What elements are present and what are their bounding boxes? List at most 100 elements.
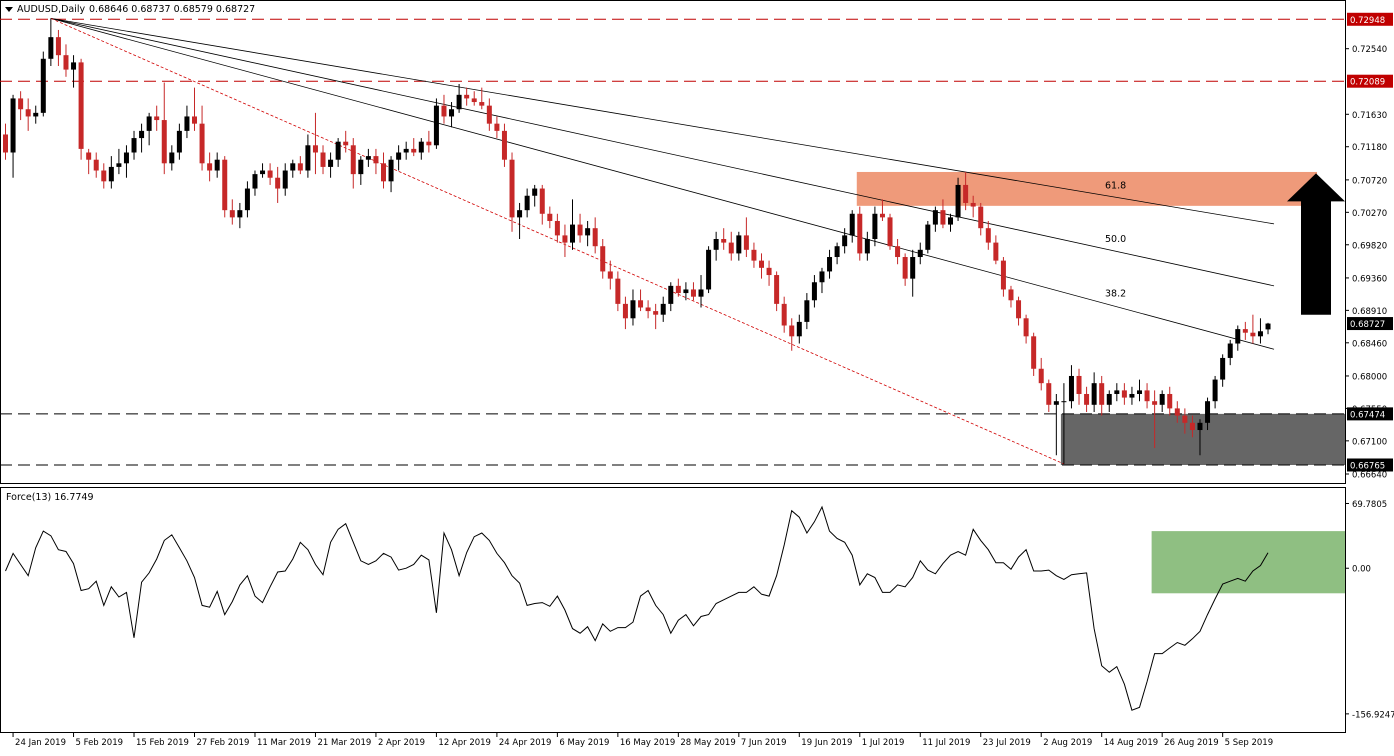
date-tick-label: 14 Aug 2019 bbox=[1104, 738, 1158, 748]
candle bbox=[48, 18, 54, 66]
candle-body bbox=[207, 163, 213, 171]
date-tick-label: 23 Jul 2019 bbox=[983, 738, 1031, 748]
candle-body bbox=[426, 141, 432, 146]
candle bbox=[320, 145, 326, 175]
force-line bbox=[5, 505, 1269, 711]
price-tick-label: 0.71180 bbox=[1352, 143, 1387, 153]
candle bbox=[668, 282, 674, 312]
date-tick-label: 12 Apr 2019 bbox=[438, 738, 491, 748]
candle bbox=[1265, 322, 1271, 335]
candle bbox=[328, 152, 334, 178]
candle-body bbox=[350, 145, 356, 175]
candle-body bbox=[1257, 331, 1263, 337]
candle bbox=[63, 44, 69, 77]
candle-body bbox=[40, 58, 46, 113]
price-tick-label: 0.71630 bbox=[1352, 111, 1387, 121]
candle-body bbox=[55, 37, 61, 56]
candle bbox=[985, 220, 991, 250]
candle-body bbox=[116, 163, 122, 167]
candle bbox=[721, 228, 727, 250]
candle-body bbox=[660, 303, 666, 315]
candle bbox=[879, 199, 885, 221]
candle bbox=[570, 199, 575, 250]
candle-body bbox=[1099, 383, 1105, 405]
candle-body bbox=[570, 224, 575, 243]
candle-body bbox=[970, 202, 976, 207]
candle-body bbox=[358, 159, 364, 175]
candle-body bbox=[1159, 393, 1165, 405]
candle bbox=[1106, 390, 1112, 413]
candle-body bbox=[1053, 401, 1059, 405]
candle-body bbox=[811, 282, 817, 301]
candle bbox=[932, 206, 938, 232]
candle bbox=[955, 177, 961, 221]
candle-body bbox=[940, 210, 946, 225]
candle bbox=[471, 91, 477, 106]
candle-body bbox=[1152, 401, 1158, 405]
candle bbox=[917, 242, 923, 265]
candle bbox=[1174, 401, 1180, 423]
date-tick-label: 2 Apr 2019 bbox=[378, 738, 425, 748]
candle bbox=[743, 217, 749, 258]
candle bbox=[494, 116, 500, 139]
ohlc-label: 0.68646 0.68737 0.68579 0.68727 bbox=[89, 4, 255, 15]
candle-body bbox=[305, 145, 311, 171]
candle-body bbox=[895, 246, 901, 258]
candle bbox=[411, 138, 417, 157]
candle-body bbox=[638, 300, 644, 308]
up-arrow-icon bbox=[1287, 173, 1345, 315]
candle bbox=[192, 87, 197, 131]
candle-body bbox=[449, 109, 455, 117]
resistance-zone bbox=[856, 171, 1317, 206]
force-tick-label: -156.9247 bbox=[1352, 710, 1394, 720]
candle-body bbox=[199, 123, 205, 164]
candle bbox=[585, 220, 591, 247]
candle-body bbox=[1227, 343, 1233, 358]
candle-body bbox=[1220, 357, 1226, 380]
candle bbox=[842, 228, 848, 254]
candle bbox=[819, 267, 825, 294]
candle bbox=[433, 98, 439, 149]
candle-body bbox=[1174, 408, 1180, 416]
candle bbox=[381, 152, 386, 189]
fibonacci-fan-line bbox=[50, 18, 1275, 350]
candle-body bbox=[312, 145, 318, 153]
candle-body bbox=[381, 163, 386, 182]
candle-body bbox=[18, 98, 24, 110]
candle bbox=[630, 289, 636, 326]
candle-body bbox=[403, 148, 409, 153]
candle bbox=[1129, 386, 1135, 405]
trend-lines bbox=[50, 18, 1275, 465]
level-price-label: 0.72948 bbox=[1350, 16, 1385, 26]
candle-body bbox=[517, 210, 523, 218]
candle bbox=[207, 152, 213, 182]
candle bbox=[1250, 314, 1256, 344]
candle-body bbox=[365, 156, 371, 160]
candle bbox=[577, 213, 583, 243]
candle bbox=[78, 58, 84, 160]
candle bbox=[199, 105, 205, 171]
candle bbox=[638, 289, 644, 312]
candle bbox=[312, 112, 318, 175]
collapse-triangle-icon[interactable] bbox=[5, 7, 13, 12]
candle bbox=[1197, 419, 1203, 456]
candle-body bbox=[1212, 379, 1218, 402]
candle-body bbox=[479, 102, 485, 106]
candle bbox=[343, 130, 349, 153]
candle bbox=[978, 202, 984, 236]
date-tick-label: 5 Feb 2019 bbox=[76, 738, 124, 748]
candle bbox=[600, 239, 606, 279]
date-tick-label: 5 Sep 2019 bbox=[1225, 738, 1273, 748]
candle bbox=[849, 210, 855, 243]
candle-body bbox=[985, 228, 991, 243]
candle-body bbox=[282, 170, 288, 189]
date-tick-label: 6 May 2019 bbox=[559, 738, 609, 748]
candle-body bbox=[1061, 401, 1067, 403]
candle-body bbox=[1091, 383, 1097, 405]
candle bbox=[267, 163, 273, 185]
current-price-label: 0.68727 bbox=[1350, 320, 1385, 330]
candle-body bbox=[78, 62, 84, 149]
candle-body bbox=[418, 141, 424, 153]
candle-body bbox=[388, 159, 394, 182]
candle bbox=[690, 282, 696, 301]
